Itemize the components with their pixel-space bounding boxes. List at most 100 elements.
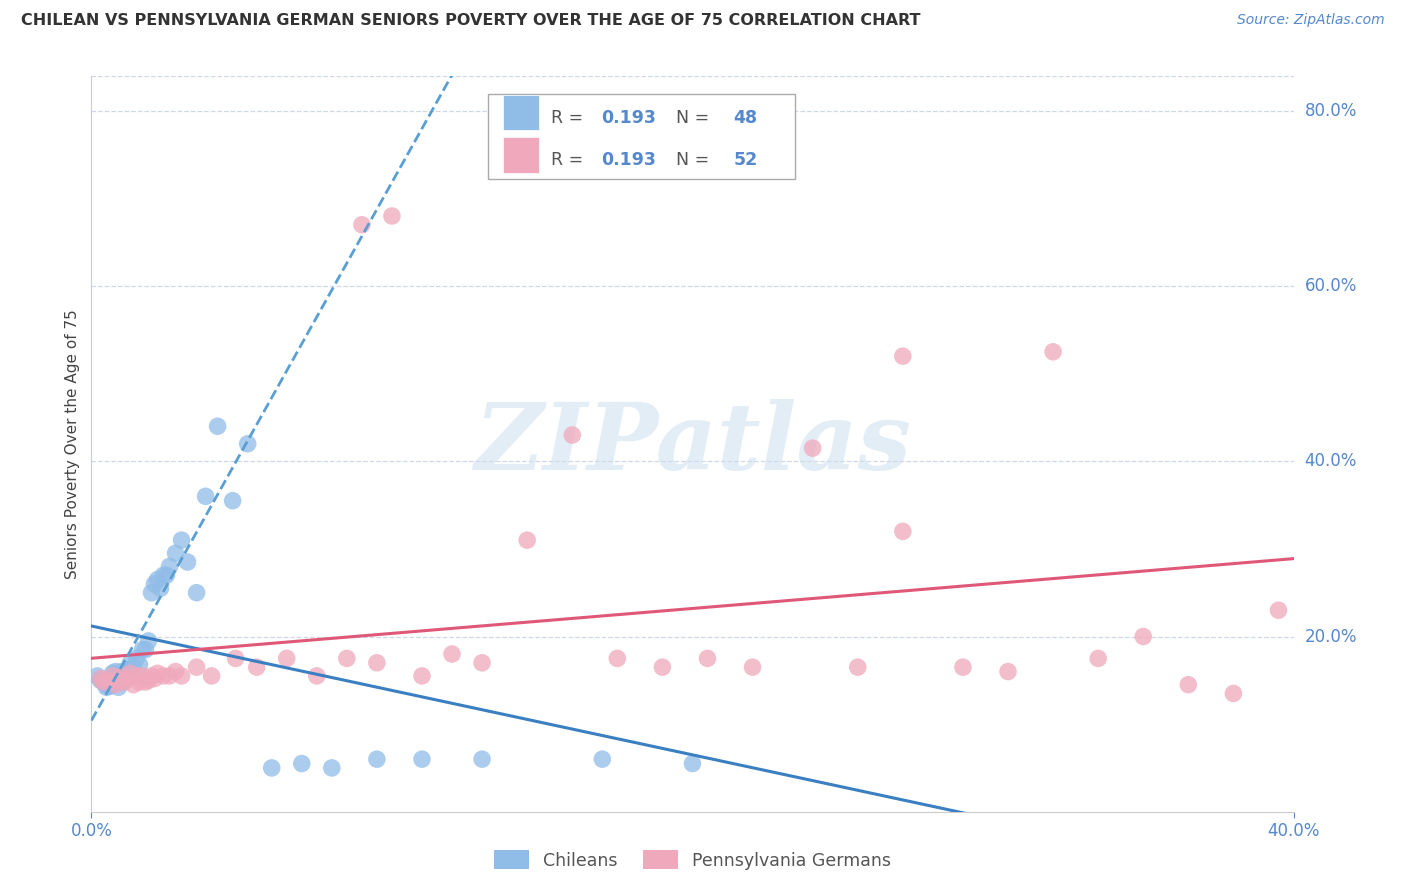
Text: 0.193: 0.193 (602, 109, 657, 127)
Point (89, 673, 111, 688)
Point (120, 656, 142, 670)
Point (225, 651, 247, 665)
Point (93, 675, 115, 690)
Point (138, 673, 160, 688)
Text: R =: R = (551, 152, 588, 169)
Point (305, 669, 328, 683)
Point (336, 651, 359, 665)
Point (131, 642, 153, 657)
Point (1177, 678, 1199, 692)
Point (146, 666, 169, 681)
Point (110, 669, 132, 683)
Point (221, 493, 243, 508)
Point (155, 568, 177, 582)
Y-axis label: Seniors Poverty Over the Age of 75: Seniors Poverty Over the Age of 75 (65, 309, 80, 579)
Text: 48: 48 (734, 109, 758, 127)
Text: 40.0%: 40.0% (1305, 452, 1357, 470)
Point (159, 559, 181, 574)
Point (681, 756, 703, 771)
Point (606, 651, 628, 665)
Point (801, 441, 824, 455)
Point (411, 752, 433, 766)
Text: N =: N = (665, 109, 714, 127)
Point (561, 428, 583, 442)
Point (260, 761, 283, 775)
Point (117, 669, 139, 683)
Point (96, 673, 118, 688)
Point (117, 663, 139, 677)
Point (471, 656, 494, 670)
Point (1132, 630, 1154, 644)
Point (134, 642, 156, 657)
Point (165, 546, 187, 560)
Point (122, 678, 145, 692)
Point (1087, 651, 1109, 665)
Point (104, 665, 127, 679)
Point (170, 669, 193, 683)
Point (134, 675, 156, 690)
Point (891, 524, 914, 539)
Bar (488, 95, 794, 178)
Point (1222, 686, 1244, 700)
Point (350, 218, 373, 232)
Point (1267, 603, 1289, 617)
Point (149, 582, 172, 596)
Point (104, 673, 127, 688)
Point (141, 669, 163, 683)
Point (152, 568, 174, 582)
Bar (502, 137, 538, 172)
Point (276, 651, 298, 665)
Point (366, 752, 388, 766)
Point (152, 669, 174, 683)
Point (291, 756, 314, 771)
Point (107, 673, 129, 688)
Point (110, 665, 132, 679)
Point (952, 660, 974, 674)
Point (98, 673, 121, 688)
Point (1042, 344, 1064, 359)
Point (381, 209, 404, 223)
Point (186, 660, 208, 674)
Point (86, 669, 108, 683)
Point (143, 672, 166, 686)
Point (107, 681, 129, 695)
Text: N =: N = (665, 152, 714, 169)
Point (125, 669, 148, 683)
Point (120, 666, 142, 681)
Legend: Chileans, Pennsylvania Germans: Chileans, Pennsylvania Germans (486, 844, 898, 877)
Point (159, 669, 181, 683)
Point (107, 669, 129, 683)
Text: 52: 52 (734, 152, 758, 169)
Point (117, 672, 139, 686)
Point (122, 660, 145, 674)
Point (93, 675, 115, 690)
Point (104, 678, 127, 692)
Point (114, 675, 136, 690)
Point (170, 533, 193, 548)
Bar (502, 95, 538, 130)
Point (997, 665, 1019, 679)
Point (96, 678, 118, 692)
Point (125, 651, 148, 665)
Point (207, 419, 229, 434)
Point (176, 555, 198, 569)
Point (186, 585, 208, 599)
Point (246, 660, 269, 674)
Point (138, 633, 160, 648)
Text: Source: ZipAtlas.com: Source: ZipAtlas.com (1237, 13, 1385, 28)
Point (101, 666, 124, 681)
Point (846, 660, 869, 674)
Text: 20.0%: 20.0% (1305, 627, 1357, 646)
Text: CHILEAN VS PENNSYLVANIA GERMAN SENIORS POVERTY OVER THE AGE OF 75 CORRELATION CH: CHILEAN VS PENNSYLVANIA GERMAN SENIORS P… (21, 13, 921, 29)
Text: 80.0%: 80.0% (1305, 102, 1357, 120)
Point (194, 489, 217, 503)
Point (321, 761, 343, 775)
Point (110, 675, 132, 690)
Point (236, 436, 259, 450)
Point (143, 577, 166, 591)
Point (696, 651, 718, 665)
Point (471, 752, 494, 766)
Text: 60.0%: 60.0% (1305, 277, 1357, 295)
Text: 0.193: 0.193 (602, 152, 657, 169)
Point (101, 669, 124, 683)
